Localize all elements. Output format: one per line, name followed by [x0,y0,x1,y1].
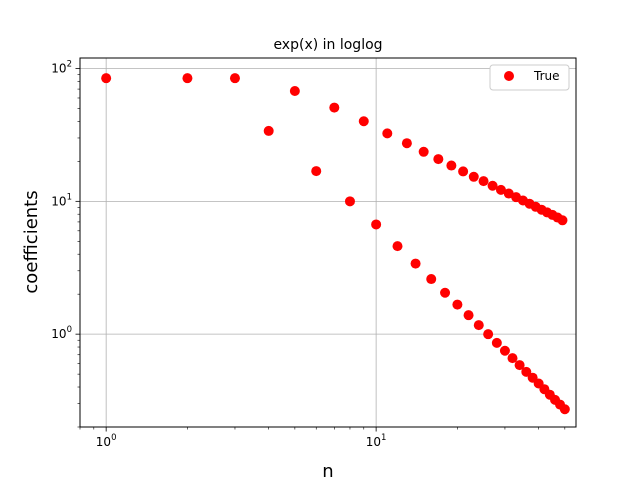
plot-area [80,58,576,427]
data-point [491,337,502,348]
data-point [289,86,300,97]
data-point [382,128,393,139]
data-point [263,125,274,136]
data-point [559,404,570,415]
data-point [101,73,112,84]
y-tick-label: 101 [51,192,72,208]
x-tick-label: 100 [96,433,117,449]
data-point [418,146,429,157]
data-point [473,320,484,331]
data-point [478,176,489,187]
data-point [358,116,369,127]
data-point [458,166,469,177]
chart-title: exp(x) in loglog [273,37,382,53]
data-point [433,154,444,165]
data-point [499,345,510,356]
data-point [514,360,525,371]
y-axis-label: coefficients [21,190,42,293]
data-point [371,219,382,230]
x-tick-label: 101 [366,433,387,449]
axis-ticks: 100 101 100 101 102 [51,60,566,449]
data-point [495,184,506,195]
data-point [401,138,412,149]
data-point [229,73,240,84]
data-point [557,215,568,226]
data-point [410,258,421,269]
data-point [483,329,494,340]
data-point [344,196,355,207]
data-point [426,274,437,285]
data-point [507,353,518,364]
legend-label: True [533,69,560,83]
y-tick-label: 102 [51,60,72,76]
data-point [311,166,322,177]
data-point [487,180,498,191]
data-point [446,160,457,171]
legend: True [489,64,570,91]
data-point [463,310,474,321]
data-point [452,299,463,310]
data-point [329,102,340,113]
data-point [468,171,479,182]
data-point [440,287,451,298]
data-point [182,73,193,84]
y-tick-label: 100 [51,325,72,341]
data-points [101,73,570,415]
plot-frame [79,57,577,428]
data-point [521,366,532,377]
x-axis-label: n [322,461,333,480]
data-point [392,241,403,252]
legend-marker [504,71,514,81]
